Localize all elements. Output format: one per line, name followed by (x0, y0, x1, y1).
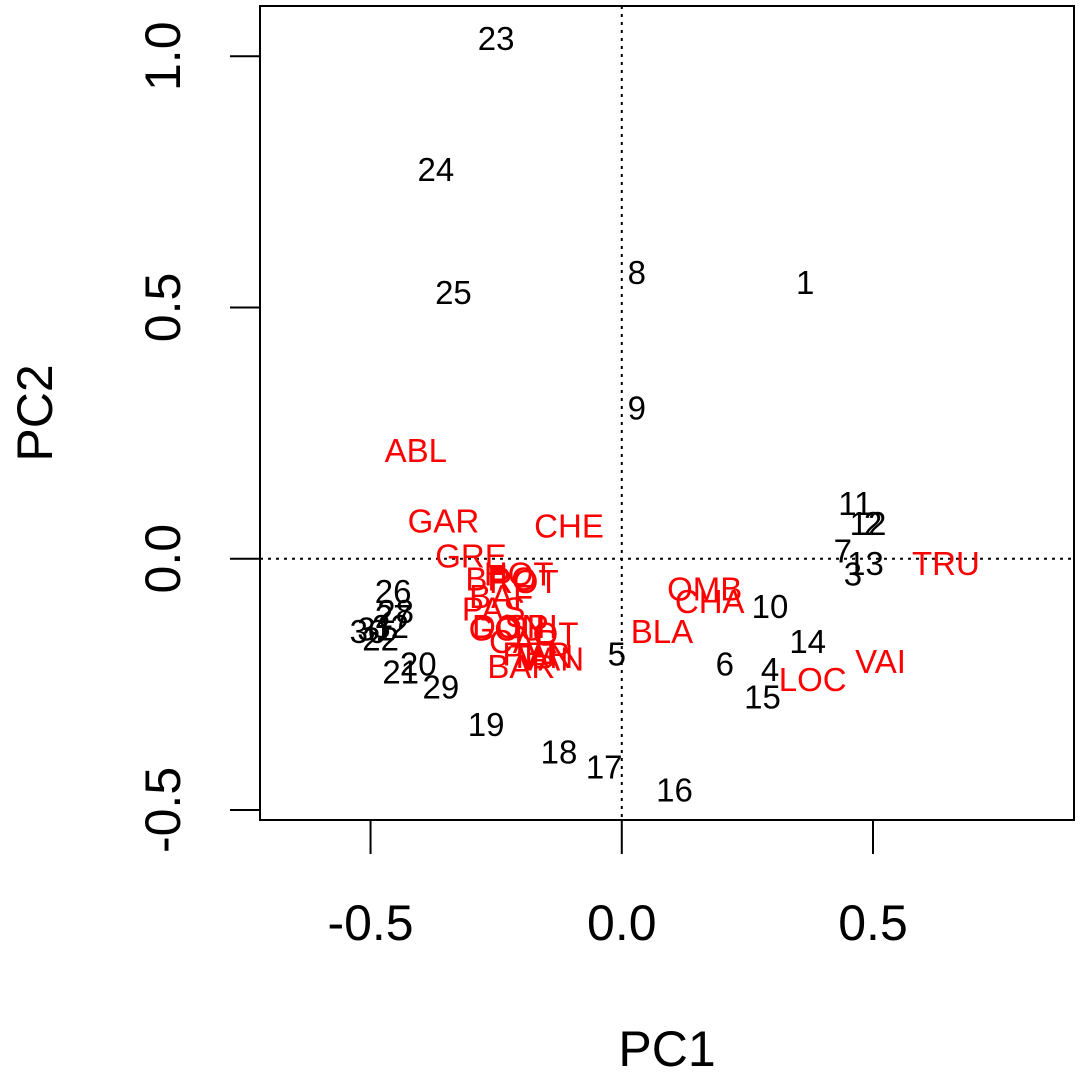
variable-label: LOC (779, 661, 847, 698)
variable-label: TRU (912, 545, 980, 582)
y-tick-label: 0.0 (135, 524, 191, 594)
x-axis-title: PC1 (618, 1021, 715, 1077)
observation-label: 25 (435, 274, 472, 311)
variable-label: VAN (519, 641, 584, 678)
variable-label: BAR (487, 648, 555, 685)
observation-label: 13 (847, 545, 884, 582)
x-tick-label: 0.0 (587, 895, 657, 951)
variable-label: BLA (631, 613, 693, 650)
observation-label: 11 (838, 485, 872, 522)
observation-label: 7 (834, 533, 852, 570)
y-tick-label: 1.0 (135, 21, 191, 91)
variable-label: LOT (514, 616, 578, 653)
y-tick-label: 0.5 (135, 273, 191, 343)
observation-label: 5 (608, 636, 626, 673)
observation-label: 6 (716, 646, 734, 683)
observation-label: 29 (423, 668, 460, 705)
variable-label: GOU (469, 611, 544, 648)
y-axis-title: PC2 (7, 364, 63, 461)
observation-label: 4 (761, 651, 779, 688)
observation-label: 3 (844, 555, 862, 592)
observation-label: 23 (478, 20, 515, 57)
variable-label: CHE (534, 508, 604, 545)
observation-label: 20 (400, 646, 437, 683)
observation-label: 27 (375, 598, 412, 635)
variable-label: CHA (675, 583, 745, 620)
variable-label: OMB (667, 570, 742, 607)
observation-label: 14 (789, 623, 826, 660)
observation-label: 31 (357, 611, 394, 648)
y-tick-label: -0.5 (135, 767, 191, 853)
observation-label: 10 (752, 588, 789, 625)
variable-label: VAI (855, 643, 906, 680)
observation-label: 26 (375, 573, 412, 610)
variable-label: SPI (505, 608, 558, 645)
observation-label: 19 (468, 706, 505, 743)
plot-frame (259, 5, 1075, 821)
observation-label: 22 (362, 621, 399, 658)
observation-label: 9 (628, 389, 646, 426)
variable-label: PAS (462, 590, 526, 627)
observation-label: 24 (418, 151, 455, 188)
variable-label: GRE (435, 538, 507, 575)
observation-label: 32 (372, 608, 409, 645)
observation-label: 1 (796, 264, 814, 301)
variable-label: CAR (489, 623, 559, 660)
observation-label: 2 (864, 505, 882, 542)
observation-label: 30 (350, 613, 387, 650)
variable-label: PER (502, 636, 570, 673)
variable-label: BAF (469, 578, 533, 615)
x-axis: -0.5 0.0 0.5 (327, 820, 908, 951)
variable-label: TAN (510, 638, 574, 675)
observation-label: 18 (541, 734, 578, 771)
variable-label: GAR (408, 503, 480, 540)
observation-label: 16 (656, 771, 693, 808)
observation-label: 15 (744, 678, 781, 715)
variable-label: ROT (489, 563, 559, 600)
variable-label: ABL (385, 432, 447, 469)
observation-label: 8 (628, 254, 646, 291)
y-axis: -0.5 0.0 0.5 1.0 (135, 21, 260, 853)
variable-label: DON (472, 608, 545, 645)
variable-label: BRO (465, 560, 537, 597)
observation-label: 17 (586, 749, 623, 786)
observation-label: 28 (377, 593, 414, 630)
variable-label: HOT (484, 555, 554, 592)
x-tick-label: -0.5 (327, 895, 413, 951)
observation-label: 12 (850, 505, 887, 542)
observation-label: 21 (382, 653, 419, 690)
x-tick-label: 0.5 (838, 895, 908, 951)
